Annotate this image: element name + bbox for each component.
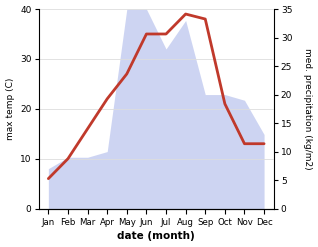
Y-axis label: med. precipitation (kg/m2): med. precipitation (kg/m2) (303, 48, 313, 170)
Y-axis label: max temp (C): max temp (C) (5, 78, 15, 140)
X-axis label: date (month): date (month) (117, 231, 195, 242)
